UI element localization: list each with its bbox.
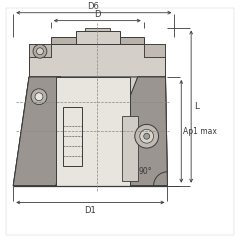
Circle shape bbox=[135, 124, 159, 148]
Text: 90°: 90° bbox=[139, 167, 152, 176]
Text: D: D bbox=[94, 10, 101, 19]
Circle shape bbox=[33, 44, 47, 58]
Polygon shape bbox=[29, 44, 51, 57]
Polygon shape bbox=[122, 116, 138, 181]
Polygon shape bbox=[13, 77, 168, 186]
Circle shape bbox=[35, 93, 43, 101]
Polygon shape bbox=[85, 28, 110, 37]
Circle shape bbox=[36, 48, 43, 55]
Polygon shape bbox=[51, 37, 144, 44]
Polygon shape bbox=[125, 77, 168, 186]
Circle shape bbox=[31, 89, 47, 105]
Circle shape bbox=[144, 133, 150, 139]
Text: D1: D1 bbox=[84, 206, 96, 216]
Polygon shape bbox=[144, 44, 165, 57]
Polygon shape bbox=[29, 44, 51, 57]
Polygon shape bbox=[29, 44, 165, 84]
Text: L: L bbox=[194, 102, 199, 111]
Polygon shape bbox=[63, 107, 83, 166]
Polygon shape bbox=[76, 30, 120, 44]
Polygon shape bbox=[122, 77, 168, 186]
Polygon shape bbox=[13, 77, 76, 186]
Polygon shape bbox=[56, 77, 130, 186]
Text: D6: D6 bbox=[87, 2, 99, 11]
Polygon shape bbox=[144, 44, 165, 57]
Text: Ap1 max: Ap1 max bbox=[183, 127, 217, 136]
Polygon shape bbox=[13, 77, 76, 186]
Circle shape bbox=[140, 129, 154, 143]
